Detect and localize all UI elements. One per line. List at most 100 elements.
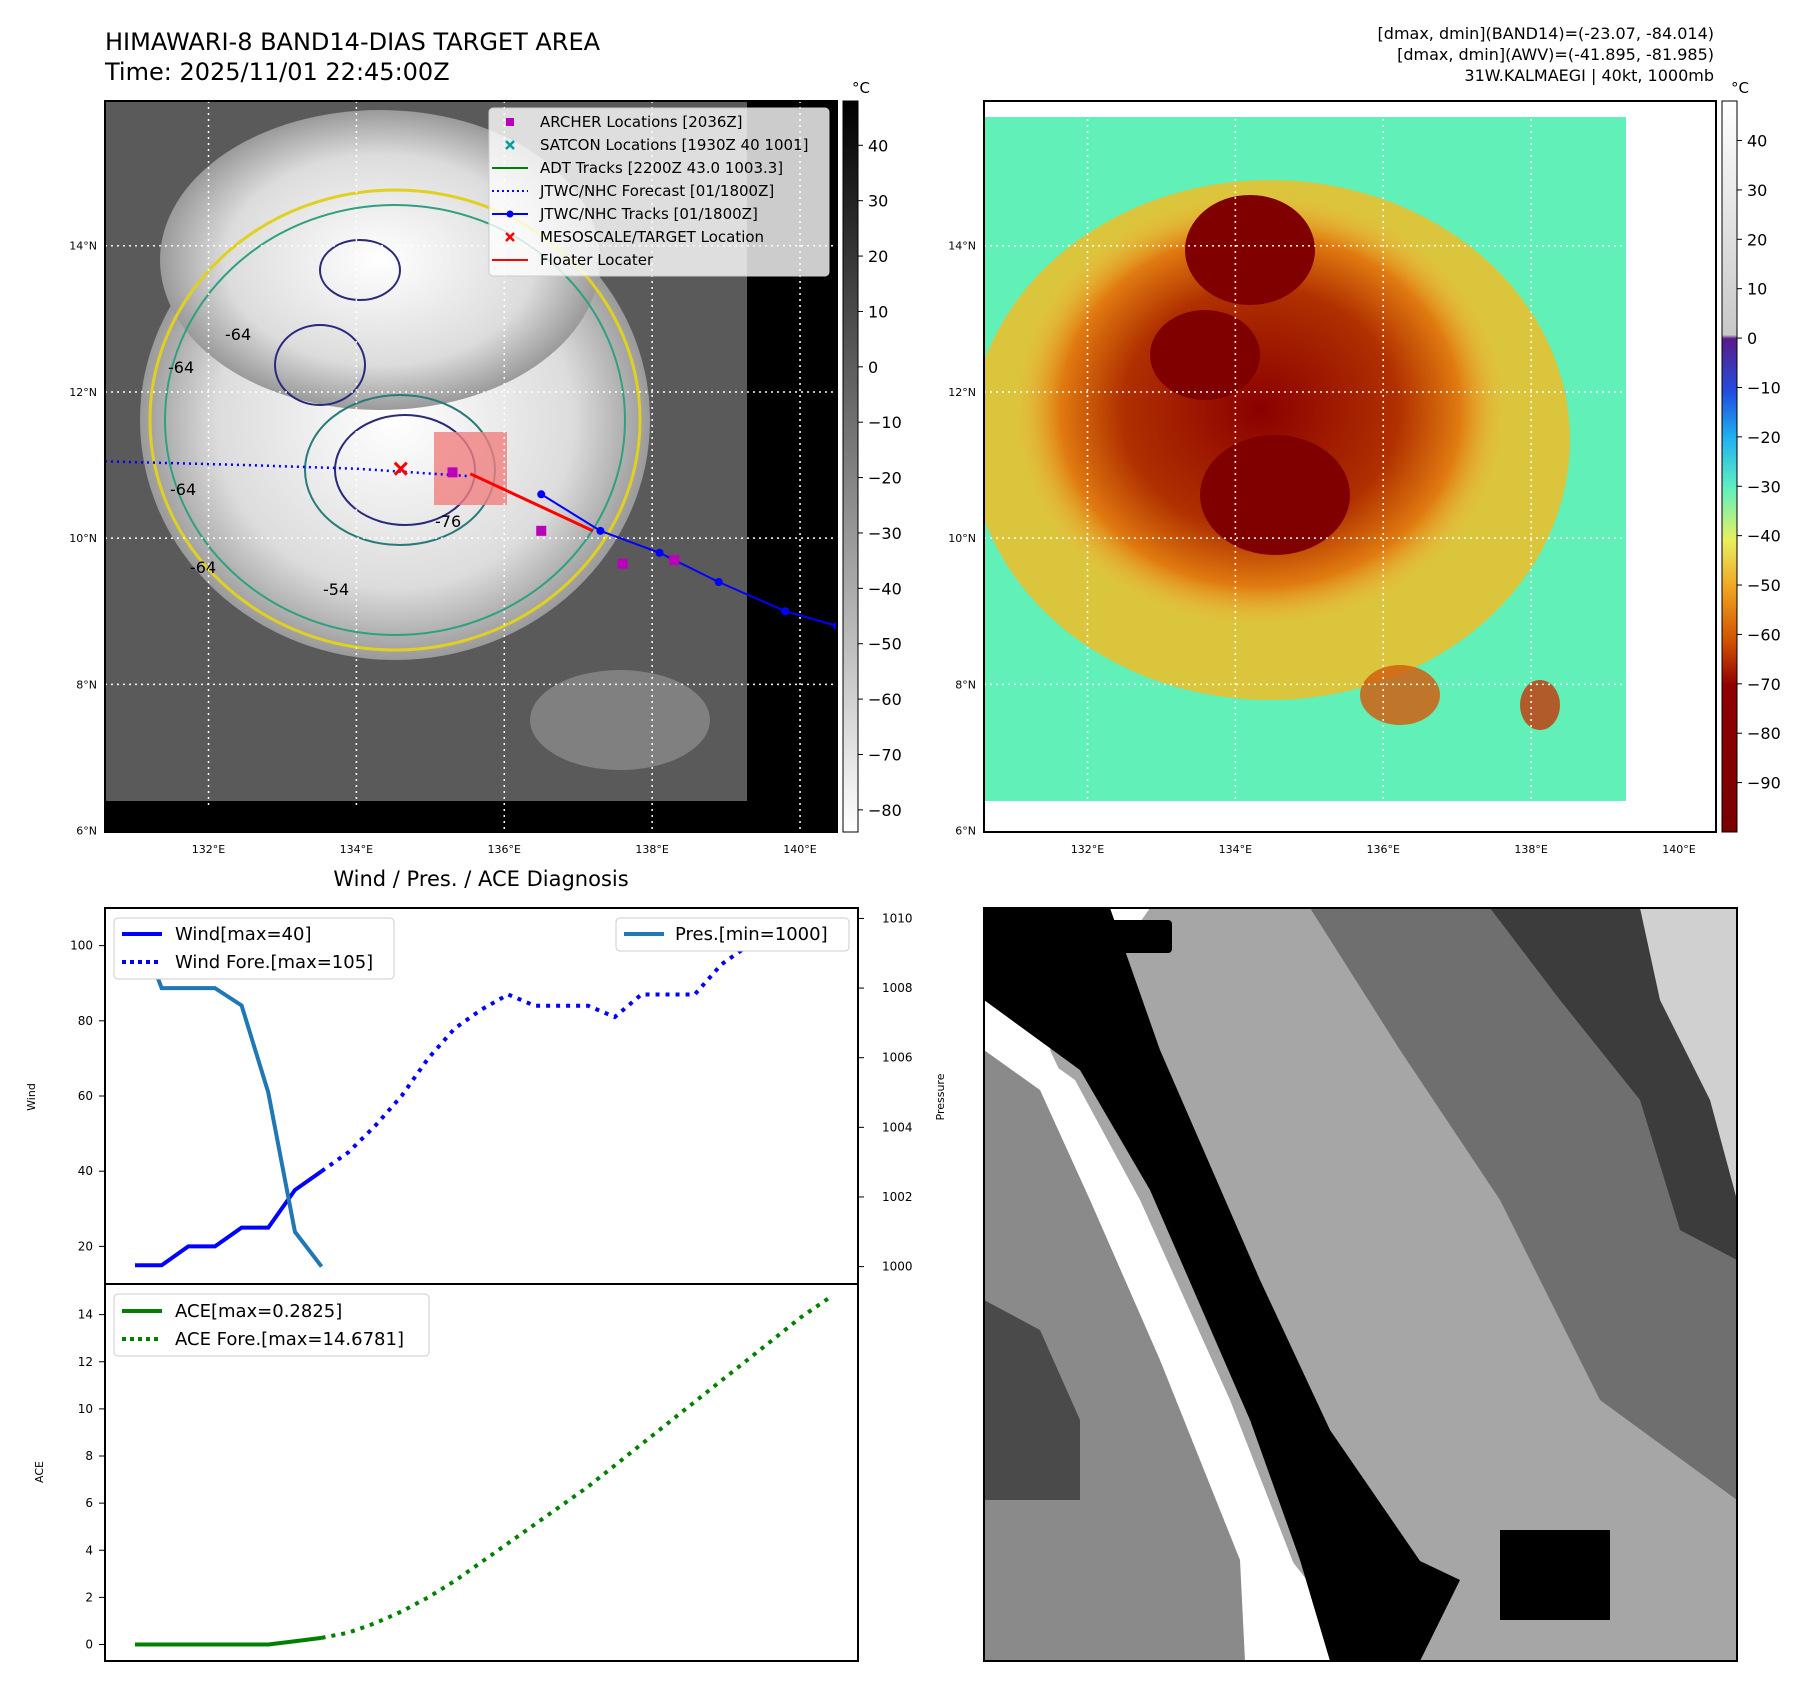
- ir-colorbar-ticks: 40 30 20 10 0 −10 −20 −30 −40 −50 −60 −70 −80: [858, 136, 902, 820]
- ir-legend-box: [488, 107, 830, 277]
- ir-contour-north2: [319, 239, 401, 301]
- figure-title-line2: Time: 2025/11/01 22:45:00Z: [104, 58, 450, 86]
- colorbar-tick-label: −10: [868, 413, 902, 432]
- archer-point: [669, 555, 680, 566]
- y-tick-label: 20: [78, 1239, 93, 1253]
- y2-tick-label: 1004: [882, 1120, 913, 1134]
- wmg-black-blob: [1500, 1530, 1610, 1620]
- colorbar-tick-label: −20: [1747, 428, 1781, 447]
- wmg-band-black: [984, 908, 1460, 1661]
- ir-contour-label: -64: [168, 358, 194, 377]
- legend-label: ADT Tracks [2200Z 43.0 1003.3]: [540, 159, 783, 177]
- y-tick-label: 80: [78, 1014, 93, 1028]
- colorbar-tick-label: 20: [868, 247, 888, 266]
- legend-label: MESOSCALE/TARGET Location: [540, 228, 764, 246]
- ace-legend: ACE[max=0.2825] ACE Fore.[max=14.6781]: [113, 1293, 430, 1357]
- awv-colorbar-ticks: 40 30 20 10 0 −10 −20 −30 −40 −50 −60 −70 −80 −90: [1737, 132, 1781, 793]
- colorbar-tick-label: −40: [868, 579, 902, 598]
- awv-map-frame: [983, 100, 1717, 833]
- map-lon-label: 132°E: [192, 843, 225, 856]
- ir-contour-label: -54: [323, 580, 349, 599]
- pressure-legend-label: Pres.[min=1000]: [675, 924, 828, 945]
- legend-label: ARCHER Locations [2036Z]: [540, 113, 743, 131]
- ir-lat-labels: 14°N 12°N 10°N 8°N 6°N: [69, 240, 97, 838]
- ace-fore-legend-label: ACE Fore.[max=14.6781]: [175, 1329, 404, 1350]
- y2-tick-label: 1002: [882, 1190, 913, 1204]
- wmg-band-darkgray: [984, 1300, 1080, 1500]
- map-lat-label: 6°N: [955, 825, 976, 838]
- colorbar-tick-label: 0: [1747, 329, 1757, 348]
- pressure-legend: Pres.[min=1000]: [615, 917, 850, 952]
- ir-contour-label: -64: [225, 325, 251, 344]
- ace-chart: 0 2 4 6 8 10 12 14 ACE ACE[max=0.2825] ACE Fore…: [33, 1283, 859, 1662]
- wind-legend: Wind[max=40] Wind Fore.[max=105]: [113, 917, 395, 980]
- colorbar-tick-label: 10: [1747, 280, 1767, 299]
- colorbar-tick-label: −70: [1747, 675, 1781, 694]
- series-line: [321, 1297, 830, 1640]
- ir-contour-label: -76: [435, 512, 461, 531]
- ir-floater-box: [434, 432, 507, 505]
- archer-point: [536, 525, 547, 536]
- ir-contour-label: -64: [170, 480, 196, 499]
- ir-cloud-south: [530, 670, 710, 770]
- awv-spot-2: [1520, 680, 1560, 730]
- archer-point: [447, 467, 458, 478]
- info-line1: [dmax, dmin](BAND14)=(-23.07, -84.014): [1378, 24, 1714, 43]
- wmg-band-lightest: [1640, 908, 1737, 1200]
- colorbar-tick-label: 40: [1747, 132, 1767, 151]
- ir-contour-outer2: [164, 204, 626, 636]
- colorbar-tick-label: −10: [1747, 378, 1781, 397]
- legend-label: Floater Locater: [540, 251, 654, 269]
- series-line: [135, 1635, 322, 1647]
- y-tick-label: 0: [85, 1638, 93, 1652]
- ace-chart-marks: 0 2 4 6 8 10 12 14: [78, 1297, 830, 1652]
- y-tick-label: 6: [85, 1496, 93, 1510]
- colorbar-tick-label: −60: [868, 690, 902, 709]
- y-tick-label: 100: [70, 939, 93, 953]
- y2-tick-label: 1008: [882, 981, 913, 995]
- awv-moist-core: [1010, 190, 1510, 630]
- archer-point: [617, 558, 628, 569]
- map-lat-label: 6°N: [76, 825, 97, 838]
- jtwc-track-line: [540, 493, 837, 627]
- legend-swatch-x: [505, 140, 515, 150]
- ir-map-frame: [104, 100, 838, 833]
- y-tick-label: 8: [85, 1449, 93, 1463]
- jtwc-track-point: [655, 548, 664, 557]
- diagnosis-title: Wind / Pres. / ACE Diagnosis: [333, 867, 628, 891]
- map-lon-label: 140°E: [1662, 843, 1695, 856]
- ir-colorbar-unit: °C: [852, 79, 870, 97]
- awv-deep-core-1: [1200, 435, 1350, 555]
- awv-lon-labels: 132°E 134°E 136°E 138°E 140°E: [1071, 843, 1696, 856]
- floater-locater-line: [469, 472, 594, 533]
- colorbar-tick-label: −80: [868, 801, 902, 820]
- map-lat-label: 8°N: [955, 678, 976, 691]
- y-tick-label: 2: [85, 1590, 93, 1604]
- pressure-legend-box: [615, 917, 850, 952]
- map-lat-label: 14°N: [948, 240, 976, 253]
- awv-colorbar: [1721, 100, 1738, 833]
- ir-tracks: [105, 460, 837, 630]
- jtwc-track-point: [596, 526, 605, 535]
- map-lon-label: 134°E: [1219, 843, 1252, 856]
- map-lon-label: 136°E: [1367, 843, 1400, 856]
- map-lon-label: 138°E: [635, 843, 668, 856]
- figure-title-line1: HIMAWARI-8 BAND14-DIAS TARGET AREA: [105, 28, 601, 56]
- y-tick-label: 10: [78, 1402, 93, 1416]
- map-lat-label: 8°N: [76, 678, 97, 691]
- ir-colorbar: [842, 100, 859, 833]
- wind-chart-marks: 20 40 60 80 100 1000 1002 1004 1006 1008 1010: [70, 911, 912, 1273]
- copyright-text: Copyright © 2020-2025 Dapiya: [108, 811, 387, 830]
- wmg-band-gray: [984, 1050, 1245, 1661]
- map-lon-label: 136°E: [488, 843, 521, 856]
- map-lon-label: 132°E: [1071, 843, 1104, 856]
- wind-legend-label: Wind[max=40]: [175, 924, 312, 945]
- jtwc-track-point: [537, 490, 546, 499]
- y-tick-label: 12: [78, 1355, 93, 1369]
- jtwc-track-point: [781, 607, 790, 616]
- ace-legend-label: ACE[max=0.2825]: [175, 1301, 342, 1322]
- map-lat-label: 14°N: [69, 240, 97, 253]
- colorbar-tick-label: 20: [1747, 230, 1767, 249]
- colorbar-tick-label: 40: [868, 136, 888, 155]
